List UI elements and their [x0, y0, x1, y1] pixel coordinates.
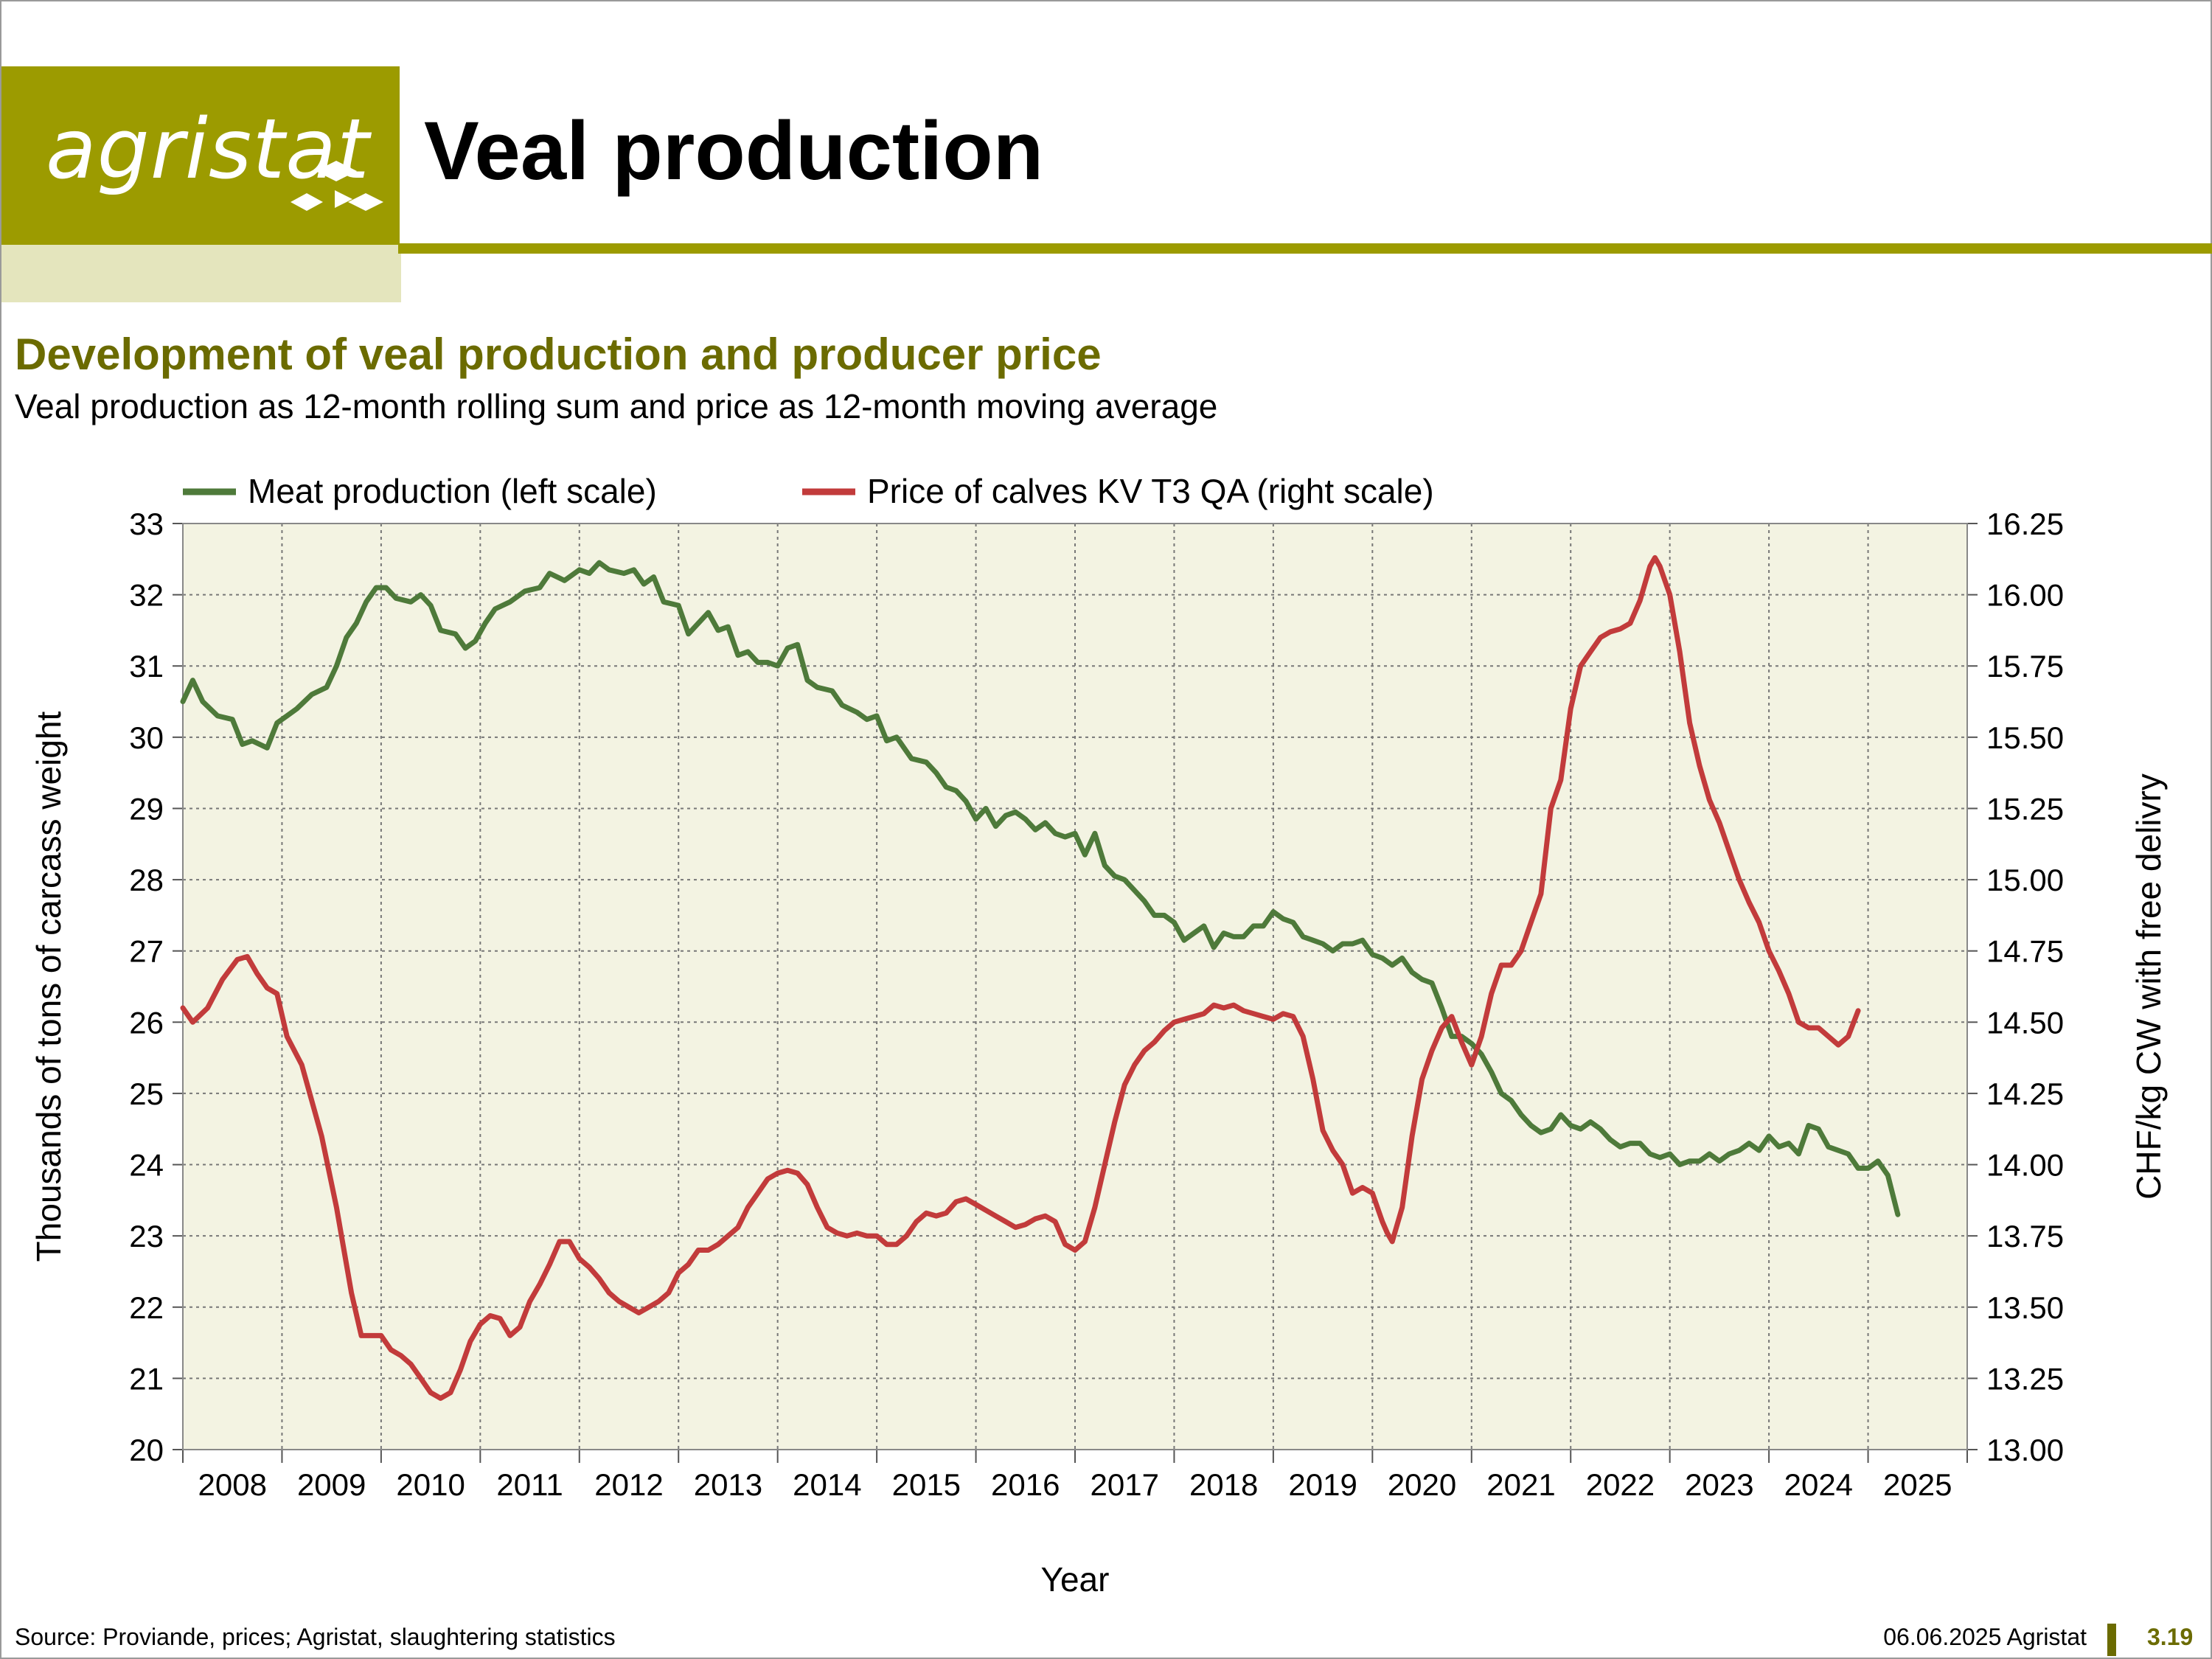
x-tick-label: 2025 [1883, 1467, 1952, 1502]
logo-diamond-icon [291, 161, 383, 211]
y2-tick-label: 13.00 [1986, 1433, 2064, 1467]
y-tick-label: 22 [129, 1290, 164, 1325]
chart-subtitle: Development of veal production and produ… [15, 330, 1102, 379]
x-tick-label: 2023 [1685, 1467, 1753, 1502]
x-tick-label: 2018 [1189, 1467, 1258, 1502]
y-tick-label: 23 [129, 1219, 164, 1253]
x-tick-label: 2008 [198, 1467, 267, 1502]
y2-tick-label: 14.00 [1986, 1148, 2064, 1183]
veal-chart: 20 13.00 21 13.25 22 13.50 23 13.75 24 14.00 25 14.… [29, 472, 2168, 1593]
y2-tick-label: 14.75 [1986, 934, 2064, 969]
x-tick-label: 2010 [396, 1467, 465, 1502]
x-tick-label: 2024 [1784, 1467, 1853, 1502]
y-tick-label: 32 [129, 578, 164, 613]
x-tick-label: 2014 [793, 1467, 861, 1502]
series-line-calf-price [180, 554, 1861, 1401]
y2-tick-label: 16.25 [1986, 507, 2064, 541]
y2-tick-label: 15.00 [1986, 863, 2064, 897]
x-tick-label: 2009 [297, 1467, 366, 1502]
footer-source: Source: Proviande, prices; Agristat, sla… [15, 1624, 616, 1650]
y-tick-label: 30 [129, 720, 164, 755]
x-axis-title: Year [1041, 1560, 1110, 1593]
logo-shadow [1, 245, 401, 302]
x-tick-label: 2021 [1486, 1467, 1555, 1502]
x-tick-label: 2019 [1288, 1467, 1357, 1502]
x-tick-label: 2012 [594, 1467, 663, 1502]
plot-border [182, 523, 1968, 1450]
y2-tick-label: 13.25 [1986, 1361, 2064, 1396]
page-title: Veal production [424, 105, 1044, 197]
header-rule [398, 243, 2212, 254]
series-line-meat-production [180, 560, 1901, 1217]
footer-date: 06.06.2025 Agristat [1883, 1624, 2087, 1650]
x-tick-label: 2011 [496, 1467, 563, 1502]
y-tick-label: 25 [129, 1077, 164, 1111]
legend-label: Price of calves KV T3 QA (right scale) [867, 472, 1434, 510]
agristat-logo [1, 66, 400, 245]
y-tick-label: 26 [129, 1005, 164, 1040]
y2-tick-label: 16.00 [1986, 578, 2064, 613]
y-tick-label: 24 [129, 1148, 164, 1183]
y2-tick-label: 14.50 [1986, 1005, 2064, 1040]
y-tick-label: 20 [129, 1433, 164, 1467]
y-tick-label: 31 [129, 649, 164, 684]
logo-text: agristat [46, 102, 370, 198]
y2-tick-label: 15.25 [1986, 791, 2064, 826]
y-tick-label: 33 [129, 507, 164, 541]
chart-description: Veal production as 12-month rolling sum … [15, 387, 1218, 425]
y2-tick-label: 14.25 [1986, 1077, 2064, 1111]
y-tick-label: 29 [129, 791, 164, 826]
footer-divider [2107, 1624, 2116, 1656]
y2-tick-label: 13.75 [1986, 1219, 2064, 1253]
x-tick-label: 2022 [1586, 1467, 1655, 1502]
y2-axis-title: CHF/kg CW with free delivry [2129, 773, 2168, 1200]
y2-tick-label: 15.75 [1986, 649, 2064, 684]
y-tick-label: 28 [129, 863, 164, 897]
y2-tick-label: 15.50 [1986, 720, 2064, 755]
x-tick-label: 2020 [1388, 1467, 1456, 1502]
y-tick-label: 21 [129, 1361, 164, 1396]
y-tick-label: 27 [129, 934, 164, 969]
y-axis-title: Thousands of tons of carcass weight [29, 711, 68, 1262]
plot-area [183, 524, 1967, 1450]
y2-tick-label: 13.50 [1986, 1290, 2064, 1325]
legend-label: Meat production (left scale) [248, 472, 657, 510]
x-tick-label: 2013 [694, 1467, 762, 1502]
x-tick-label: 2015 [892, 1467, 961, 1502]
x-tick-label: 2016 [991, 1467, 1060, 1502]
x-tick-label: 2017 [1091, 1467, 1159, 1502]
page-number: 3.19 [2147, 1624, 2194, 1650]
